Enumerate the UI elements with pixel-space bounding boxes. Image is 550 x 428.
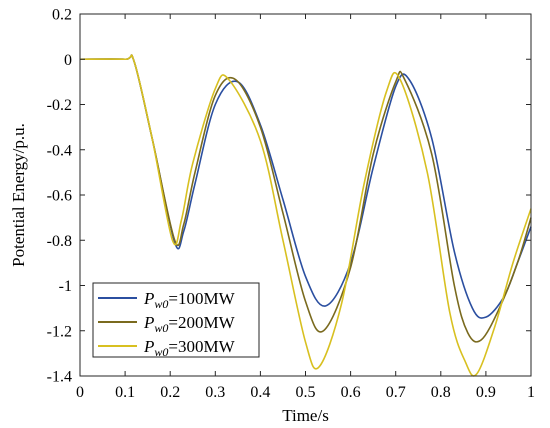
x-tick-label: 0.6 <box>341 384 361 401</box>
y-tick-label: -0.8 <box>47 233 72 250</box>
legend-box <box>92 282 260 358</box>
x-tick-label: 0.1 <box>115 384 135 401</box>
x-tick-label: 0.5 <box>296 384 316 401</box>
series-layer <box>79 54 532 377</box>
x-tick-label: 0.8 <box>431 384 451 401</box>
x-tick-label: 0.4 <box>250 384 270 401</box>
x-tick-label: 0.9 <box>476 384 496 401</box>
x-tick-label: 0.3 <box>205 384 225 401</box>
y-tick-label: 0.2 <box>52 7 72 24</box>
y-tick-label: 0 <box>64 52 72 69</box>
series-line-2 <box>79 54 532 343</box>
y-axis-label: Potential Energy/p.u. <box>9 123 28 267</box>
y-tick-label: -1 <box>59 278 72 295</box>
legend-label-2: Pw0=200MW <box>143 313 236 335</box>
y-tick-label: -0.6 <box>47 188 72 205</box>
x-tick-label: 0.7 <box>386 384 406 401</box>
series-line-3 <box>79 54 532 377</box>
x-axis-label: Time/s <box>282 406 329 425</box>
y-tick-label: -1.2 <box>47 323 72 340</box>
legend-label-3: Pw0=300MW <box>143 337 236 359</box>
y-tick-label: -0.2 <box>47 97 72 114</box>
x-tick-label: 0.2 <box>160 384 180 401</box>
y-tick-label: -0.4 <box>47 142 72 159</box>
legend-label-1: Pw0=100MW <box>143 289 236 311</box>
x-tick-label: 0 <box>76 384 84 401</box>
tick-layer: 0 0.1 0.2 0.3 0.4 0.5 0.6 0.7 0.8 0.9 1 0.2 0 -0.2 -0.… <box>47 7 535 402</box>
x-tick-label: 1 <box>527 384 535 401</box>
y-tick-label: -1.4 <box>47 369 72 386</box>
